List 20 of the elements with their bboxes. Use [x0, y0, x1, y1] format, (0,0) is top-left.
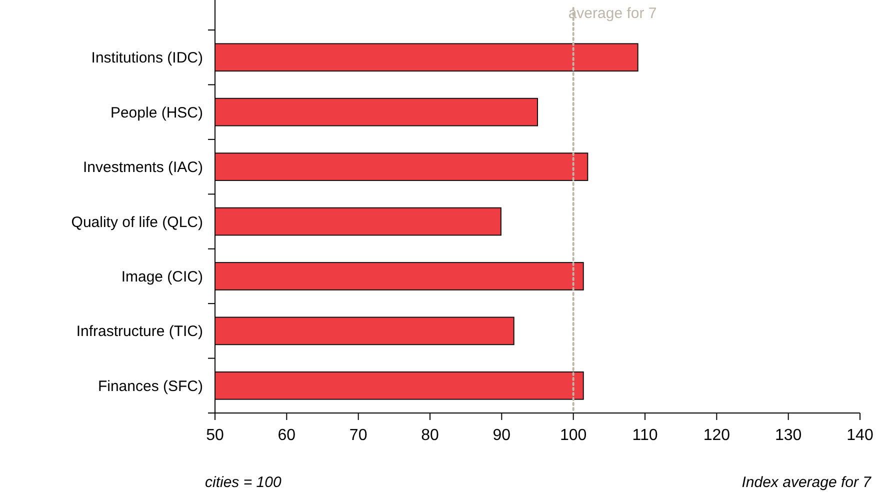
x-tick-label: 140 — [846, 427, 874, 444]
x-tick-label: 60 — [278, 427, 296, 444]
y-tick-label: Image (CIC) — [121, 268, 203, 286]
x-tick-label: 80 — [421, 427, 439, 444]
y-tick-label: Quality of life (QLC) — [71, 214, 203, 231]
text: cities = 100 — [205, 474, 282, 491]
y-tick-label: People (HSC) — [110, 104, 203, 122]
ref-line-label: average for 7 — [568, 5, 657, 22]
x-tick-label: 110 — [632, 427, 658, 444]
x-tick-label: 100 — [560, 427, 587, 444]
y-tick-label: Finances (SFC) — [98, 378, 203, 395]
y-tick-label: Investments (IAC) — [82, 159, 204, 176]
text: Index average for 7 — [742, 474, 872, 491]
x-tick-label: 70 — [349, 427, 368, 444]
y-tick-label: Institutions (IDC) — [91, 50, 203, 67]
x-tick-label: 90 — [492, 427, 511, 444]
y-tick-label: Infrastructure (TIC) — [76, 323, 204, 340]
x-tick-label: 120 — [703, 427, 730, 444]
x-tick-label: 130 — [774, 427, 802, 444]
x-tick-label: 50 — [206, 427, 224, 444]
